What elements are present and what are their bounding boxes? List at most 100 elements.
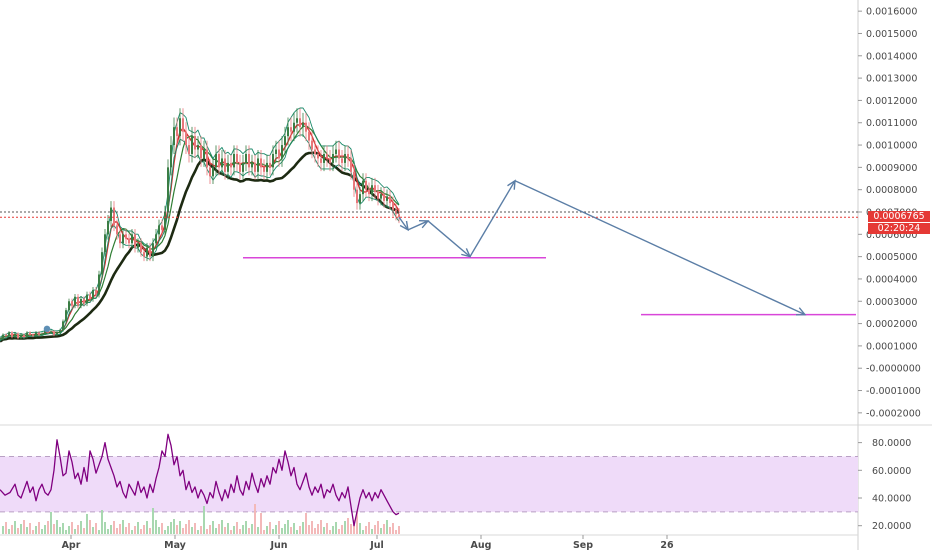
candle-body: [50, 331, 52, 333]
volume-bar: [185, 524, 187, 534]
volume-bar: [272, 529, 274, 534]
volume-bar: [119, 524, 121, 534]
candle-body: [392, 203, 394, 210]
candle-body: [326, 153, 328, 159]
volume-bar: [47, 521, 49, 534]
candle-body: [233, 153, 235, 168]
candle-body: [239, 162, 241, 172]
candle-body: [200, 145, 202, 159]
candle-body: [320, 158, 322, 163]
price-axis-tick-label: 0.0008000: [866, 185, 917, 196]
volume-bar: [257, 527, 259, 534]
drawings[interactable]: [243, 179, 856, 316]
volume-bar: [191, 527, 193, 534]
forecast-arrow-segment[interactable]: [398, 216, 409, 231]
candle-body: [209, 167, 211, 177]
ma-lower-band-line: [0, 134, 400, 342]
price-axis-tick-label: 0.0006000: [866, 230, 917, 241]
candle-body: [308, 131, 310, 141]
forecast-arrow-segment[interactable]: [407, 220, 429, 231]
candle-body: [305, 122, 307, 132]
price-axis-tick-label: -0.0001000: [866, 386, 921, 397]
volume-bar: [356, 511, 358, 534]
volume-bar: [140, 529, 142, 534]
candle-body: [2, 334, 4, 340]
volume-bar: [236, 522, 238, 534]
volume-bar: [116, 528, 118, 534]
ma-black-line: [0, 151, 400, 343]
candle-body: [230, 162, 232, 168]
volume-bar: [278, 521, 280, 534]
volume-bar: [287, 520, 289, 534]
price-axis-tick-label: 0.0002000: [866, 319, 917, 330]
forecast-arrow-segment[interactable]: [427, 220, 471, 258]
candle-body: [17, 333, 19, 339]
forecast-arrowhead: [795, 307, 807, 316]
volume-bar: [332, 526, 334, 534]
volume-bar: [35, 526, 37, 534]
volume-bar: [239, 529, 241, 534]
volume-bars: [2, 504, 400, 534]
volume-bar: [365, 526, 367, 534]
candle-body: [119, 234, 121, 244]
time-axis-tick-label: Jul: [369, 540, 384, 550]
candle-body: [344, 153, 346, 163]
candle-body: [197, 145, 199, 150]
price-axis-tick-label: 0.0011000: [866, 118, 917, 129]
candle-body: [161, 225, 163, 230]
candle-body: [374, 185, 376, 192]
candle-body: [362, 180, 364, 195]
forecast-arrow-segment[interactable]: [514, 180, 806, 316]
candle-body: [293, 122, 295, 132]
time-axis-tick-label: Apr: [62, 540, 81, 550]
candle-body: [203, 149, 205, 159]
volume-bar: [14, 521, 16, 534]
forecast-arrowhead: [461, 248, 472, 258]
candle-body: [179, 118, 181, 137]
candle-body: [242, 162, 244, 172]
candle-body: [116, 225, 118, 235]
price-axis-tick-label: 0.0013000: [866, 74, 917, 85]
volume-bar: [380, 528, 382, 534]
volume-bar: [215, 528, 217, 534]
volume-bar: [62, 523, 64, 534]
volume-bar: [317, 524, 319, 534]
volume-bar: [248, 528, 250, 534]
candle-body: [158, 225, 160, 235]
volume-bar: [125, 527, 127, 534]
candle-body: [377, 191, 379, 199]
volume-bar: [38, 522, 40, 534]
price-axis-tick-label: 0.0012000: [866, 96, 917, 107]
candle-body: [98, 274, 100, 295]
volume-bar: [338, 529, 340, 534]
candle-body: [323, 153, 325, 163]
candle-body: [134, 234, 136, 248]
volume-bar: [107, 529, 109, 534]
indicator-marker-icon[interactable]: [43, 325, 51, 333]
candle-body: [350, 158, 352, 172]
candle-body: [131, 234, 133, 244]
candle-body: [56, 332, 58, 335]
time-axis-tick-label: Jun: [269, 540, 287, 550]
candle-body: [386, 196, 388, 201]
volume-bar: [314, 528, 316, 534]
volume-bar: [137, 522, 139, 534]
candle-body: [113, 207, 115, 226]
volume-bar: [254, 504, 256, 534]
volume-bar: [290, 527, 292, 534]
candle-body: [32, 334, 34, 336]
volume-bar: [392, 523, 394, 534]
price-axis-tick-label: 0.0016000: [866, 7, 917, 18]
candle-body: [359, 194, 361, 204]
volume-bar: [32, 530, 34, 534]
candle-body: [125, 234, 127, 239]
candle-body: [206, 149, 208, 168]
volume-bar: [104, 522, 106, 534]
price-axis-tick-label: 0.0001000: [866, 341, 917, 352]
candlesticks: [2, 108, 400, 341]
volume-bar: [233, 526, 235, 534]
forecast-arrow-segment[interactable]: [469, 180, 516, 257]
volume-bar: [149, 528, 151, 534]
